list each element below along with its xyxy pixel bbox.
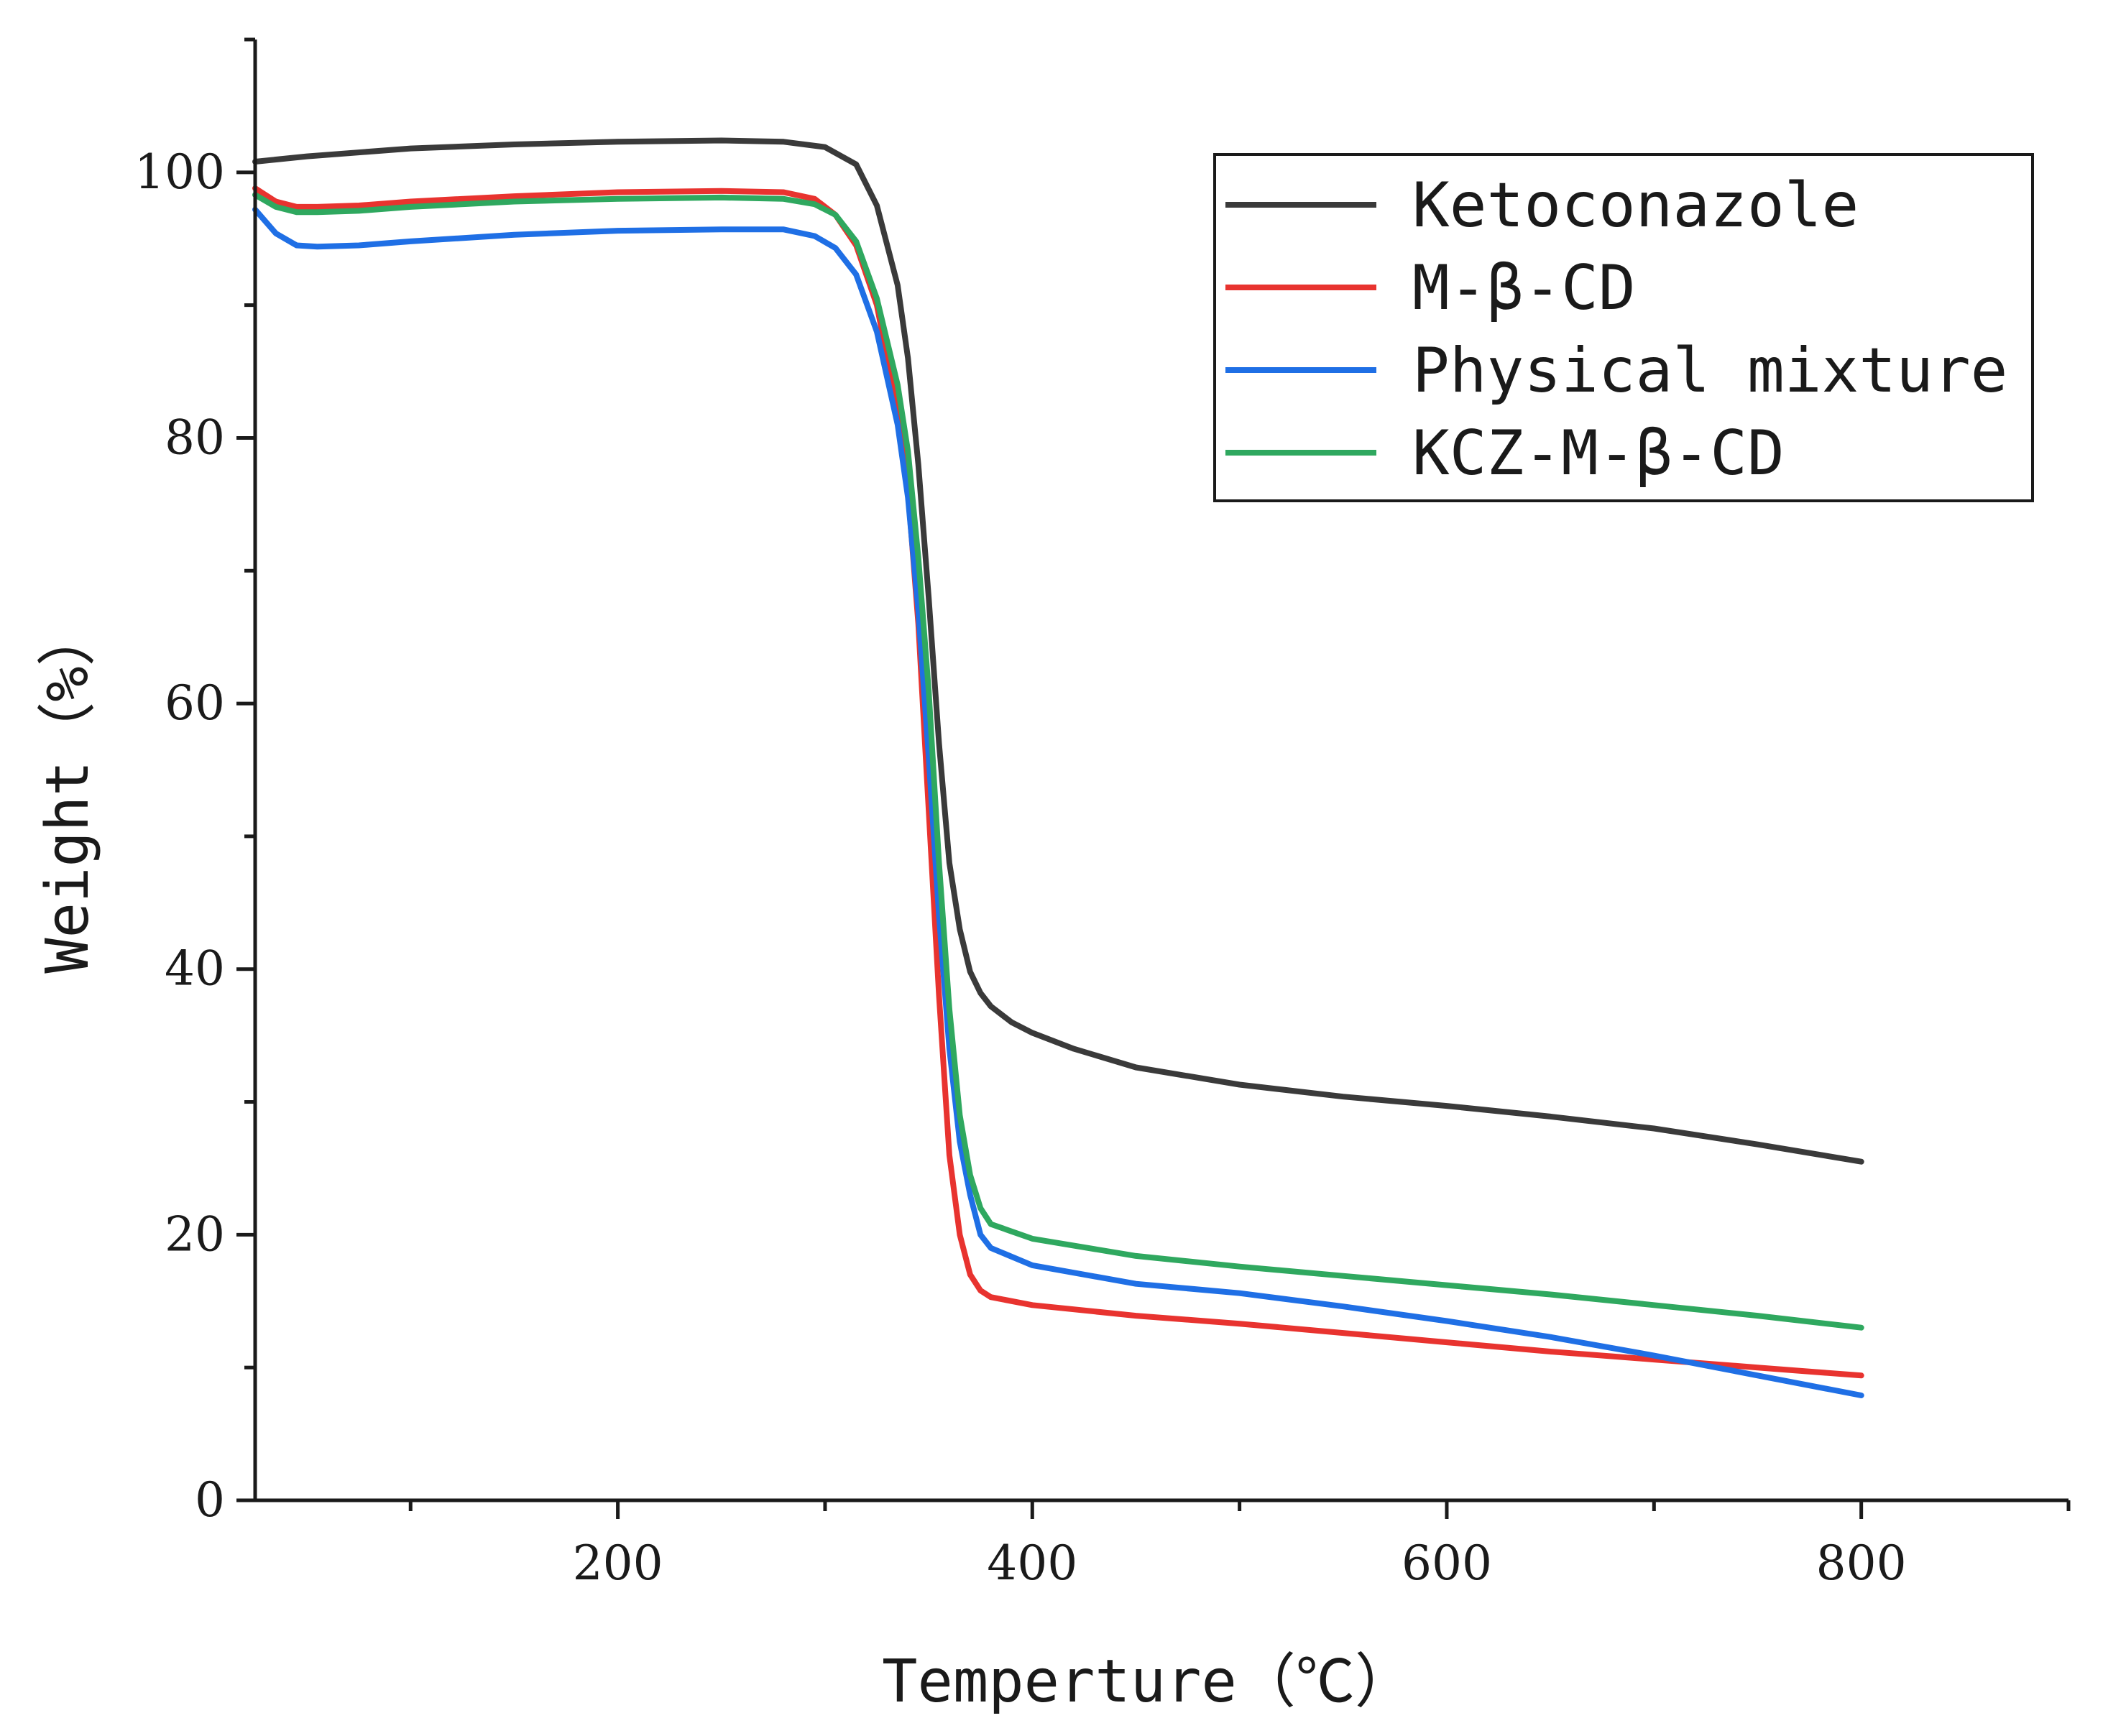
y-tick-label: 20	[165, 1206, 225, 1262]
x-tick-label: 600	[1402, 1536, 1492, 1591]
series-lines	[252, 137, 1864, 1398]
y-tick-label: 80	[165, 410, 225, 465]
y-tick-label: 0	[195, 1472, 225, 1528]
legend-label-2: M-β-CD	[1412, 252, 1636, 324]
x-tick-label: 800	[1816, 1536, 1907, 1591]
x-axis-title: Temperture（℃）	[882, 1648, 1414, 1716]
y-tick-label: 60	[165, 675, 225, 731]
y-tick-label: 40	[165, 941, 225, 997]
y-tick-label: 100	[134, 144, 225, 200]
legend: Ketoconazole M-β-CD Physical mixture KCZ-M-…	[1213, 153, 2034, 502]
axes: 0 20 40 60 80 100 200 400 600 800	[134, 37, 2071, 1591]
x-tick-label: 400	[987, 1536, 1077, 1591]
legend-label-1: Ketoconazole	[1412, 170, 1859, 241]
series-line-3	[252, 206, 1864, 1398]
legend-box	[1213, 153, 2034, 502]
series-line-1	[252, 137, 1864, 1165]
legend-label-3: Physical mixture	[1412, 335, 2007, 407]
legend-label-4: KCZ-M-β-CD	[1412, 417, 1785, 489]
y-axis-title: Weight（%）	[34, 607, 102, 974]
series-line-4	[252, 192, 1864, 1331]
x-tick-label: 200	[573, 1536, 663, 1591]
